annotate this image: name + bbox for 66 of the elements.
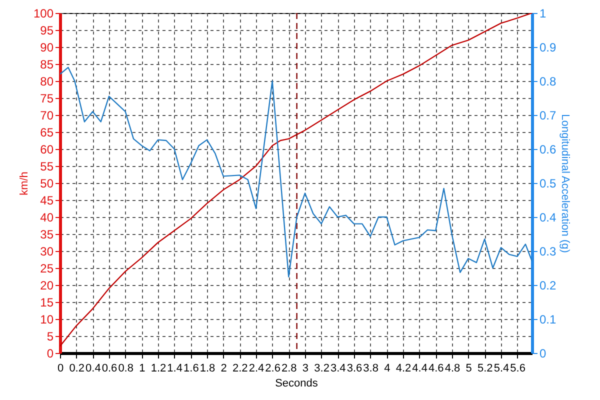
x-tick-label: 2.4 bbox=[248, 362, 264, 374]
x-tick-label: 3.8 bbox=[363, 362, 378, 374]
y-tick-label: 55 bbox=[40, 160, 54, 174]
x-tick-label: 2 bbox=[220, 362, 227, 374]
x-tick-label: 4.4 bbox=[412, 362, 428, 374]
line-series bbox=[60, 66, 532, 278]
x-tick-label: 3 bbox=[302, 362, 309, 374]
x-tick-label: 1.4 bbox=[167, 362, 182, 374]
x-tick-label: 1.6 bbox=[184, 362, 199, 374]
x-tick-label: 0.4 bbox=[86, 362, 101, 374]
x-tick-label: 2.2 bbox=[232, 362, 248, 374]
x-tick-label: 1 bbox=[139, 362, 146, 374]
y-tick-label: 45 bbox=[40, 194, 54, 208]
x-tick-label: 0.6 bbox=[102, 362, 118, 374]
y-tick-label: 10 bbox=[40, 312, 54, 326]
y-tick-label: 80 bbox=[40, 74, 54, 88]
y2-tick-label: 0.3 bbox=[540, 244, 557, 258]
y2-tick-label: 0.1 bbox=[540, 312, 557, 326]
x-tick-label: 2.6 bbox=[265, 362, 280, 374]
x-tick-label: 5 bbox=[466, 362, 472, 374]
y-tick-label: 40 bbox=[40, 210, 54, 224]
y2-tick-label: 0.7 bbox=[540, 108, 557, 122]
y-tick-label: 70 bbox=[40, 108, 54, 122]
x-tick-label: 4.8 bbox=[444, 362, 460, 374]
y2-tick-label: 0.9 bbox=[540, 40, 557, 54]
y-tick-label: 65 bbox=[40, 126, 54, 140]
y2-tick-label: 0.2 bbox=[540, 278, 557, 292]
y2-tick-label: 0.5 bbox=[540, 176, 557, 190]
y-tick-label: 20 bbox=[40, 278, 54, 292]
x-tick-label: 1.2 bbox=[150, 362, 166, 374]
x-tick-label: 4 bbox=[384, 362, 390, 374]
x-tick-label: 3.6 bbox=[346, 362, 362, 374]
y-tick-label: 25 bbox=[40, 262, 54, 276]
x-tick-label: 0.8 bbox=[118, 362, 134, 374]
line-series bbox=[60, 13, 532, 347]
y-tick-label: 30 bbox=[40, 244, 54, 258]
x-tick-label: 5.6 bbox=[510, 362, 526, 374]
y2-tick-label: 0.6 bbox=[540, 142, 557, 156]
x-tick-label: 0 bbox=[57, 362, 64, 374]
x-tick-label: 3.2 bbox=[314, 362, 330, 374]
y-tick-label: 5 bbox=[46, 330, 54, 344]
y-tick-label: 95 bbox=[40, 24, 54, 38]
y-tick-label: 90 bbox=[40, 40, 54, 54]
y-tick-label: 60 bbox=[40, 142, 54, 156]
y2-axis-title: Longitudinal Acceleration (g) bbox=[559, 114, 572, 253]
x-tick-label: 5.4 bbox=[494, 362, 510, 374]
x-tick-label: 4.2 bbox=[396, 362, 412, 374]
x-tick-label: 2.8 bbox=[282, 362, 297, 374]
y-tick-label: 85 bbox=[40, 58, 54, 72]
y-axis-title: km/h bbox=[18, 172, 30, 196]
x-tick-label: 4.6 bbox=[428, 362, 444, 374]
y-tick-label: 0 bbox=[46, 346, 54, 360]
y-tick-label: 75 bbox=[40, 92, 54, 106]
y2-tick-label: 1 bbox=[540, 6, 546, 20]
y-tick-label: 50 bbox=[40, 176, 54, 190]
y2-tick-label: 0.4 bbox=[540, 210, 557, 224]
y-tick-label: 15 bbox=[40, 296, 54, 310]
y-tick-label: 35 bbox=[40, 228, 54, 242]
x-tick-label: 5.2 bbox=[477, 362, 493, 374]
x-axis-title: Seconds bbox=[275, 378, 318, 390]
y-tick-label: 100 bbox=[33, 6, 54, 20]
y2-tick-label: 0.8 bbox=[540, 74, 557, 88]
x-tick-label: 3.4 bbox=[330, 362, 346, 374]
x-tick-label: 0.2 bbox=[69, 362, 84, 374]
x-tick-label: 1.8 bbox=[200, 362, 216, 374]
y2-tick-label: 0 bbox=[540, 346, 546, 360]
